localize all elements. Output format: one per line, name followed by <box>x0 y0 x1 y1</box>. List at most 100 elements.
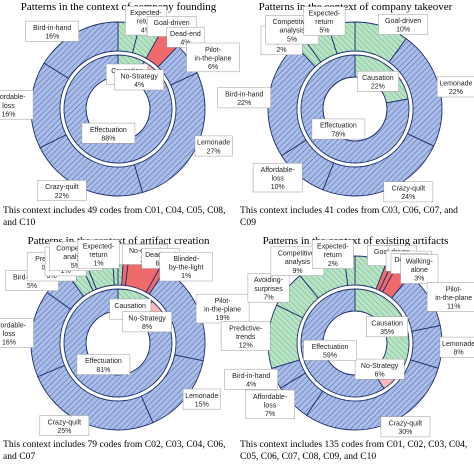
label-box <box>247 273 290 303</box>
label-text: return <box>89 252 107 259</box>
label-text: Lemonade <box>197 140 230 147</box>
label-text: Crazy-quilt <box>48 419 82 426</box>
label-text: analysis <box>63 254 89 261</box>
chart-panel-company-founding: Patterns in the context of company found… <box>0 0 240 234</box>
inner-label-causation: Causation 35% <box>366 316 408 338</box>
label-text: Affordable- <box>0 323 27 330</box>
label-text: surprises <box>254 286 283 293</box>
outer-label-walking-alone: Walking-alone 3% <box>400 254 439 284</box>
donut-chart: Causation 35% No-Strategy 6% Effectuation 59%… <box>220 239 474 438</box>
inner-label-no-strategy: No-Strategy 6% <box>354 358 405 380</box>
label-box <box>0 318 34 348</box>
inner-label-effectuation: Effectuation 59% <box>303 339 357 361</box>
label-text: Goal-driven <box>385 18 421 25</box>
label-text: 1% <box>61 268 71 275</box>
label-box <box>311 239 354 269</box>
label-text: 15% <box>195 401 209 408</box>
label-text: 22% <box>371 84 385 91</box>
label-text: Pilot- <box>446 286 463 293</box>
label-box <box>220 321 271 351</box>
label-text: Crazy-quilt <box>392 186 426 193</box>
label-text: Crazy-quilt <box>389 421 423 428</box>
label-text: by-the-light <box>169 265 204 272</box>
label-box <box>122 311 172 333</box>
label-box <box>354 358 405 380</box>
donut-chart: Causation8%No-Strategy4%Effectuation88%E… <box>0 6 240 201</box>
label-box <box>245 389 295 420</box>
outer-label-pilot-in-the-plane: Pilot-in-the-plane 6% <box>186 42 240 73</box>
label-text: Affordable- <box>261 167 296 174</box>
label-text: 22% <box>237 100 251 107</box>
outer-label-bird-in-hand: Bird-in-hand 16% <box>25 20 79 42</box>
label-text: loss <box>271 176 284 183</box>
label-box <box>25 20 79 42</box>
label-box <box>357 70 399 92</box>
label-text: Expected- <box>130 10 162 17</box>
label-text: 3% <box>47 273 57 280</box>
label-text: 35% <box>380 329 394 336</box>
outer-label-expected-return: Expected-return 2% <box>311 239 354 269</box>
label-text: analysis <box>279 28 305 35</box>
label-text: Effectuation <box>85 358 122 365</box>
label-text: 16% <box>45 34 59 41</box>
label-text: 5% <box>27 283 37 290</box>
label-text: 25% <box>57 428 71 435</box>
label-text: Lemonade <box>185 393 218 400</box>
label-text: Effectuation <box>312 344 349 351</box>
label-text: 4% <box>180 40 190 47</box>
inner-label-effectuation: Effectuation 81% <box>76 354 131 375</box>
label-box <box>380 416 431 438</box>
label-box <box>383 181 434 203</box>
label-text: Lemonade <box>439 81 472 88</box>
label-text: No-Strategy <box>128 316 166 323</box>
label-box <box>76 354 131 375</box>
label-text: 30% <box>398 429 412 436</box>
label-text: 5% <box>319 28 329 35</box>
label-text: 88% <box>101 136 115 143</box>
chart-note: This context includes 41 codes from C03,… <box>240 205 458 228</box>
label-text: 2% <box>328 261 338 268</box>
label-text: Crazy-quilt <box>45 184 79 191</box>
outer-slice-affordable-loss <box>30 62 70 149</box>
label-text: analysis <box>285 259 311 266</box>
label-text: 22% <box>449 89 463 96</box>
label-text: 6% <box>208 64 218 71</box>
label-text: 3% <box>414 276 424 283</box>
label-text: 22% <box>55 193 69 200</box>
label-text: 19% <box>216 315 230 322</box>
label-text: loss <box>3 331 16 338</box>
label-text: 8% <box>142 324 152 331</box>
label-box <box>159 251 213 282</box>
label-box <box>366 316 408 338</box>
label-text: 1% <box>181 273 191 280</box>
label-box <box>81 122 136 144</box>
label-text: Predictive- <box>229 326 263 333</box>
label-text: 5% <box>287 36 297 43</box>
outer-label-expected-return: Expected-return 1% <box>77 239 120 269</box>
outer-label-crazy-quilt: Crazy-quilt 22% <box>36 180 87 201</box>
label-text: loss <box>2 103 15 110</box>
chart-note: This context includes 49 codes from C01,… <box>3 205 226 228</box>
label-text: 78% <box>331 131 345 138</box>
label-box <box>217 87 271 109</box>
inner-label-effectuation: Effectuation 88% <box>81 122 136 144</box>
label-box <box>303 6 346 36</box>
label-box <box>114 69 164 91</box>
label-text: Expected- <box>309 11 341 18</box>
outer-slice-bird-in-hand <box>43 21 119 80</box>
label-text: Bird-in-hand <box>225 92 263 99</box>
label-text: return <box>324 252 342 259</box>
donut-chart: Causation11%No-Strategy8%Effectuation81%… <box>0 239 250 436</box>
label-text: Competitive- <box>272 19 312 26</box>
inner-slice-effectuation <box>300 288 385 398</box>
label-text: Dead-end <box>170 31 201 38</box>
chart-title: Patterns in the context of company found… <box>20 1 217 13</box>
label-text: Bird-in-hand <box>33 25 71 32</box>
label-text: 12% <box>239 343 253 350</box>
outer-label-lemonade: Lemonade 8% <box>439 336 474 358</box>
